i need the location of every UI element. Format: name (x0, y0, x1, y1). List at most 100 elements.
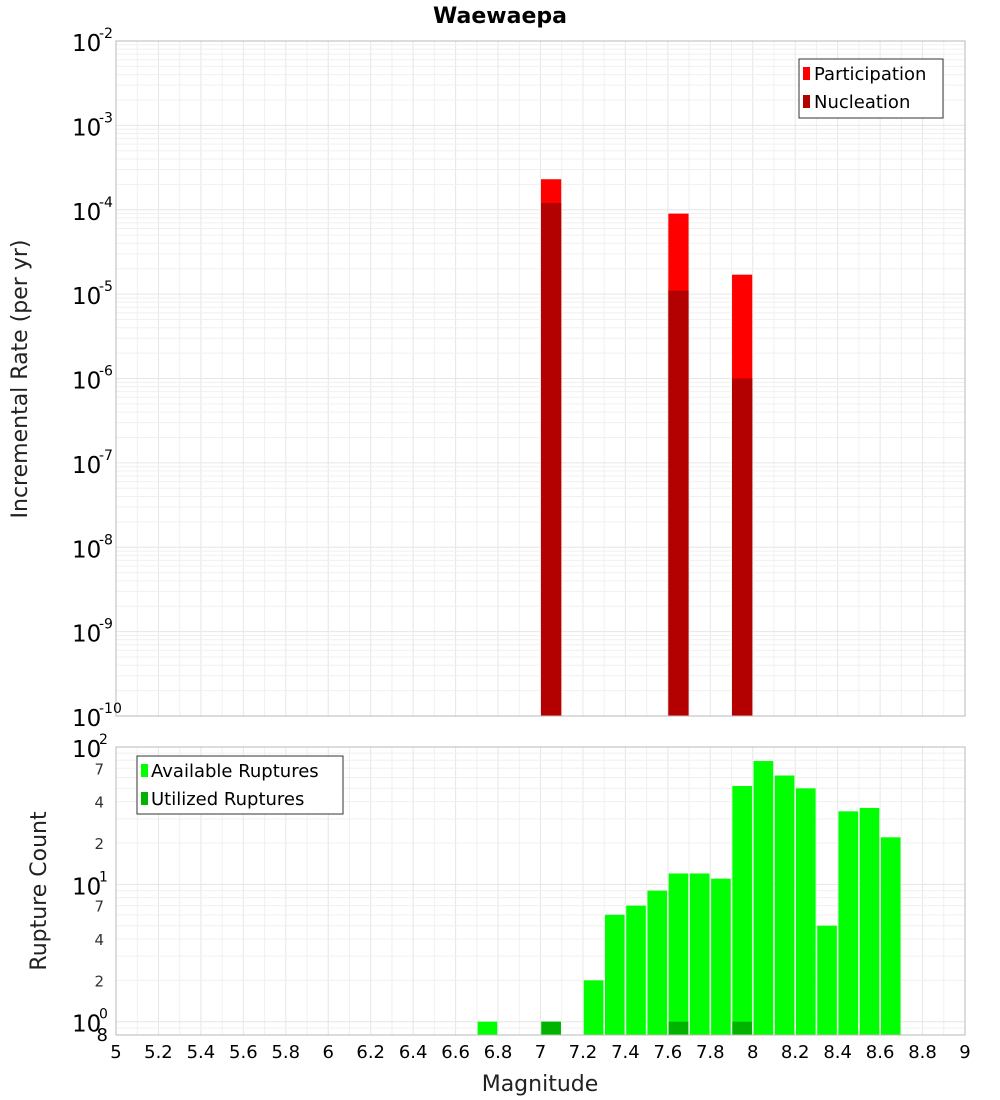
count-plot-border (115, 746, 966, 1036)
y-tick-minor-label: 2 (94, 972, 104, 990)
x-tick-label: 5.6 (229, 1042, 258, 1063)
bar-available-ruptures (647, 890, 668, 1035)
x-tick-label: 5.4 (187, 1042, 216, 1063)
x-tick-label: 7.8 (696, 1042, 725, 1063)
y-tick-exponent: 2 (99, 732, 108, 748)
y-tick-label: 10 (72, 622, 101, 648)
y-tick-minor-label: 7 (94, 760, 104, 778)
y-tick-minor-label: 4 (94, 794, 104, 812)
count-plot-y-label: Rupture Count (27, 811, 52, 971)
bar-nucleation (668, 290, 689, 716)
y-tick-label: 10 (72, 31, 101, 57)
y-tick-exponent: -9 (99, 617, 113, 633)
y-tick-exponent: -10 (99, 701, 122, 717)
y-tick-label: 10 (72, 369, 101, 395)
y-tick-minor-label: 4 (94, 931, 104, 949)
bar-available-ruptures (859, 807, 880, 1035)
legend-label-participation: Participation (814, 64, 926, 85)
y-tick-label: 10 (72, 537, 101, 563)
y-tick-minor-label: 7 (94, 898, 104, 916)
y-tick-label: 10 (72, 115, 101, 141)
x-tick-label: 8.8 (908, 1042, 937, 1063)
y-tick-label: 10 (72, 1012, 101, 1038)
bar-available-ruptures (668, 873, 689, 1035)
y-tick-exponent: -2 (99, 26, 113, 42)
legend-label-utilized: Utilized Ruptures (151, 789, 304, 810)
bar-available-ruptures (817, 925, 837, 1035)
legend-label-available: Available Ruptures (151, 761, 319, 782)
legend-swatch-available (141, 764, 148, 777)
rate-plot-y-label: Incremental Rate (per yr) (8, 240, 33, 519)
y-tick-exponent: 0 (99, 1007, 108, 1023)
x-tick-label: 5.8 (271, 1042, 300, 1063)
rate-plot-grid (115, 41, 966, 717)
count-plot-bars (477, 761, 901, 1035)
x-tick-label: 9 (959, 1042, 970, 1063)
bar-available-ruptures (711, 878, 731, 1035)
legend-swatch-utilized (141, 792, 148, 805)
bar-available-ruptures (689, 873, 710, 1035)
y-tick-label: 10 (72, 453, 101, 479)
bar-nucleation (541, 203, 562, 716)
y-tick-label: 10 (72, 706, 101, 732)
rate-plot-legend: Participation Nucleation (798, 58, 944, 119)
legend-box (136, 755, 344, 815)
y-tick-exponent: -8 (99, 532, 113, 548)
bar-utilized-ruptures (541, 1021, 561, 1035)
x-tick-label: 5 (110, 1042, 121, 1063)
rate-plot-border (115, 40, 966, 717)
bar-available-ruptures (753, 761, 774, 1035)
y-tick-label: 10 (72, 284, 101, 310)
y-tick-minor-label: 8 (97, 1025, 108, 1046)
bar-available-ruptures (732, 786, 752, 1035)
bar-utilized-ruptures (668, 1021, 689, 1035)
bar-available-ruptures (838, 811, 859, 1035)
x-tick-label: 6.2 (356, 1042, 385, 1063)
bar-available-ruptures (880, 837, 901, 1035)
bar-utilized-ruptures (732, 1021, 752, 1035)
legend-box (798, 58, 944, 119)
x-tick-label: 8.4 (823, 1042, 852, 1063)
y-tick-exponent: -7 (99, 448, 113, 464)
y-tick-exponent: -3 (99, 110, 113, 126)
x-tick-label: 5.2 (144, 1042, 173, 1063)
rate-plot-bars (541, 179, 753, 717)
x-tick-label: 8.2 (781, 1042, 810, 1063)
bar-available-ruptures (796, 788, 816, 1035)
x-tick-label: 8 (747, 1042, 758, 1063)
x-tick-label: 7.4 (611, 1042, 640, 1063)
bar-nucleation (732, 378, 753, 716)
x-tick-label: 6.6 (441, 1042, 470, 1063)
x-axis-label: Magnitude (482, 1072, 599, 1097)
y-tick-exponent: -5 (99, 279, 113, 295)
chart-title: Waewaepa (433, 4, 567, 29)
x-axis-ticks: 5 5.2 5.4 5.6 5.8 6 6.2 6.4 6.6 6.8 7 7.2 7.4 7.6 7.8 8… (110, 1042, 970, 1063)
count-plot-legend: Available Ruptures Utilized Ruptures (136, 755, 344, 815)
y-tick-label: 10 (72, 200, 101, 226)
y-tick-minor-label: 2 (94, 835, 104, 853)
x-tick-label: 7.2 (569, 1042, 598, 1063)
y-tick-exponent: 1 (99, 869, 108, 885)
x-tick-label: 6.8 (484, 1042, 513, 1063)
bar-available-ruptures (626, 905, 646, 1035)
bar-available-ruptures (583, 980, 604, 1035)
y-tick-exponent: -4 (99, 195, 113, 211)
bar-available-ruptures (477, 1021, 498, 1035)
y-tick-label: 10 (72, 737, 101, 763)
bar-available-ruptures (604, 914, 625, 1035)
x-tick-label: 7.6 (654, 1042, 683, 1063)
x-tick-label: 6 (323, 1042, 334, 1063)
bar-available-ruptures (774, 775, 795, 1035)
legend-swatch-participation (803, 67, 810, 80)
legend-swatch-nucleation (803, 95, 810, 108)
x-tick-label: 7 (535, 1042, 546, 1063)
x-tick-label: 8.6 (866, 1042, 895, 1063)
y-tick-exponent: -6 (99, 364, 113, 380)
x-tick-label: 6.4 (399, 1042, 428, 1063)
y-tick-label: 10 (72, 874, 101, 900)
